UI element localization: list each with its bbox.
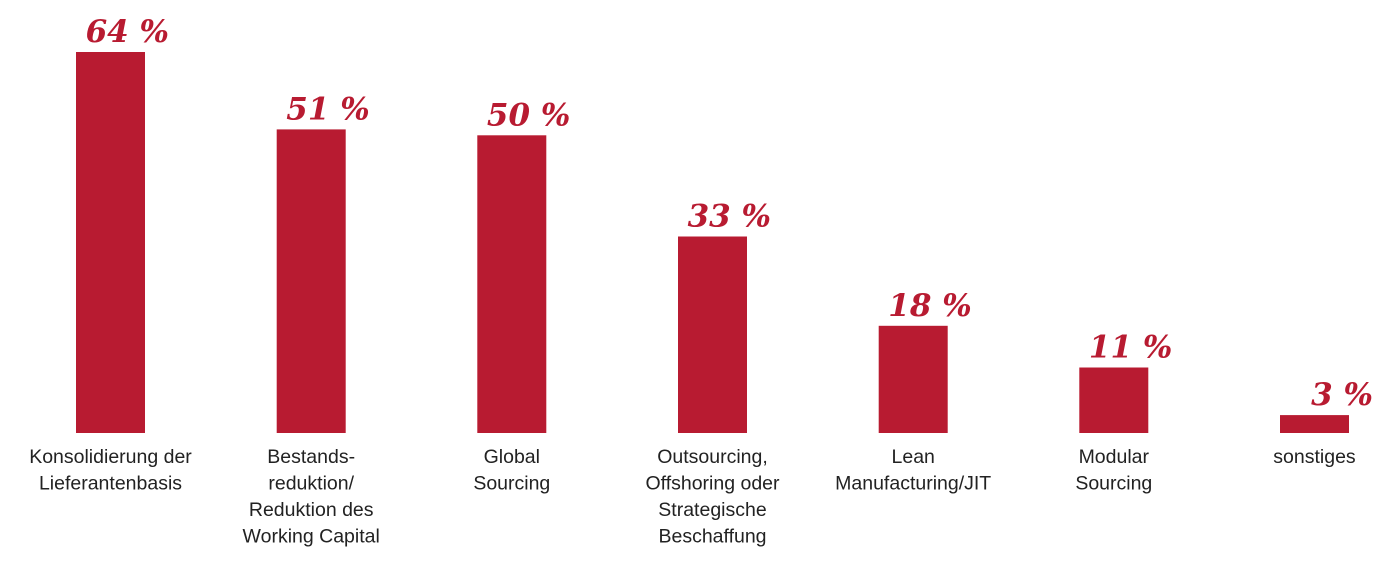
category-label-3: Global Sourcing xyxy=(473,446,550,495)
category-label-line: reduktion/ xyxy=(268,473,354,495)
category-label-line: Sourcing xyxy=(473,473,550,495)
category-label-2: Bestands-reduktion/Reduktion des Working … xyxy=(243,446,380,548)
value-label-3: 50 % xyxy=(487,97,570,133)
category-label-7: sonstiges xyxy=(1273,446,1356,468)
value-label-4: 33 % xyxy=(688,199,771,235)
category-label-line: Strategische xyxy=(658,499,766,521)
bar-1 xyxy=(76,52,145,433)
category-label-line: Lieferantenbasis xyxy=(39,473,182,495)
category-label-line: Reduktion des xyxy=(249,499,374,521)
bar-7 xyxy=(1280,415,1349,433)
value-label-7: 3 % xyxy=(1311,377,1373,413)
bar-5 xyxy=(878,325,948,433)
category-label-line: Manufacturing/JIT xyxy=(835,473,991,495)
category-label-line: Konsolidierung der xyxy=(29,446,192,468)
bar-2 xyxy=(276,129,346,433)
category-label-line: Global xyxy=(484,446,540,468)
value-label-2: 51 % xyxy=(286,91,369,127)
category-label-1: Konsolidierung der Lieferantenbasis xyxy=(29,446,192,495)
category-label-line: Offshoring oder xyxy=(645,473,780,495)
bar-3 xyxy=(477,135,547,434)
category-label-line: Sourcing xyxy=(1075,473,1152,495)
value-label-6: 11 % xyxy=(1089,330,1172,366)
value-label-1: 64 % xyxy=(86,14,169,50)
category-label-line: Bestands- xyxy=(267,446,355,468)
category-label-line: sonstiges xyxy=(1273,446,1356,468)
category-label-line: Beschaffung xyxy=(658,526,766,548)
category-label-line: Outsourcing, xyxy=(657,446,768,468)
category-label-line: Lean xyxy=(892,446,935,468)
category-label-line: Working Capital xyxy=(243,526,380,548)
category-label-6: Modular Sourcing xyxy=(1075,446,1152,495)
bar-6 xyxy=(1079,367,1149,433)
category-label-4: Outsourcing, Offshoring oder Strategische B… xyxy=(645,446,780,548)
bar-4 xyxy=(678,236,747,433)
value-label-5: 18 % xyxy=(888,288,971,324)
category-label-5: Lean Manufacturing/JIT xyxy=(835,446,991,495)
category-label-line: Modular xyxy=(1079,446,1150,468)
